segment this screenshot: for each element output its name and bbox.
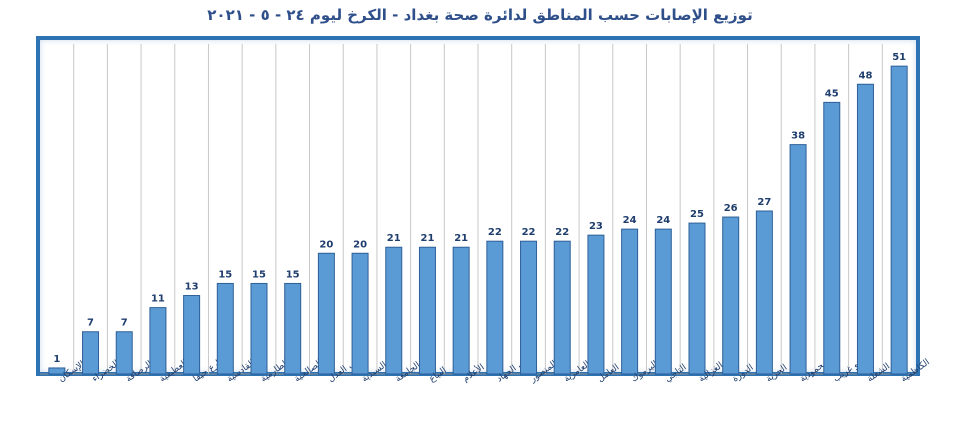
bar <box>317 252 335 375</box>
data-label: 26 <box>724 203 738 214</box>
bar <box>149 307 167 375</box>
bar <box>250 282 268 375</box>
data-label: 15 <box>252 269 266 280</box>
bar <box>654 228 672 375</box>
data-label: 11 <box>151 294 165 305</box>
bar <box>722 216 740 375</box>
bar <box>587 234 605 375</box>
data-label: 38 <box>791 131 805 142</box>
bar <box>856 83 874 375</box>
bar <box>890 65 908 375</box>
bar <box>351 252 369 375</box>
data-label: 45 <box>825 88 839 99</box>
bar <box>789 144 807 375</box>
data-label: 7 <box>87 318 94 329</box>
bar <box>284 282 302 375</box>
chart-title: توزيع الإصابات حسب المناطق لدائرة صحة بغ… <box>207 6 753 24</box>
data-label: 21 <box>454 233 468 244</box>
bar <box>183 295 201 375</box>
data-label: 23 <box>589 221 603 232</box>
bar <box>48 367 66 375</box>
data-label: 7 <box>121 318 128 329</box>
bar <box>486 240 504 375</box>
data-label: 25 <box>690 209 704 220</box>
data-label: 15 <box>286 269 300 280</box>
bar <box>621 228 639 375</box>
data-label: 24 <box>656 215 670 226</box>
bar <box>385 246 403 375</box>
data-label: 22 <box>555 227 569 238</box>
bar <box>216 282 234 375</box>
bar <box>520 240 538 375</box>
data-label: 20 <box>353 239 367 250</box>
data-label: 22 <box>522 227 536 238</box>
bar <box>755 210 773 375</box>
bar <box>823 101 841 375</box>
data-label: 21 <box>387 233 401 244</box>
data-label: 48 <box>859 70 873 81</box>
bar <box>688 222 706 375</box>
bar <box>553 240 571 375</box>
data-label: 22 <box>488 227 502 238</box>
data-label: 51 <box>892 52 906 63</box>
bar <box>82 331 100 375</box>
data-label: 20 <box>319 239 333 250</box>
data-label: 13 <box>185 282 199 293</box>
data-label: 21 <box>421 233 435 244</box>
data-label: 24 <box>623 215 637 226</box>
data-label: 15 <box>218 269 232 280</box>
bar <box>418 246 436 375</box>
bar <box>115 331 133 375</box>
data-label: 27 <box>757 197 771 208</box>
bar <box>452 246 470 375</box>
data-label: 1 <box>53 354 60 365</box>
